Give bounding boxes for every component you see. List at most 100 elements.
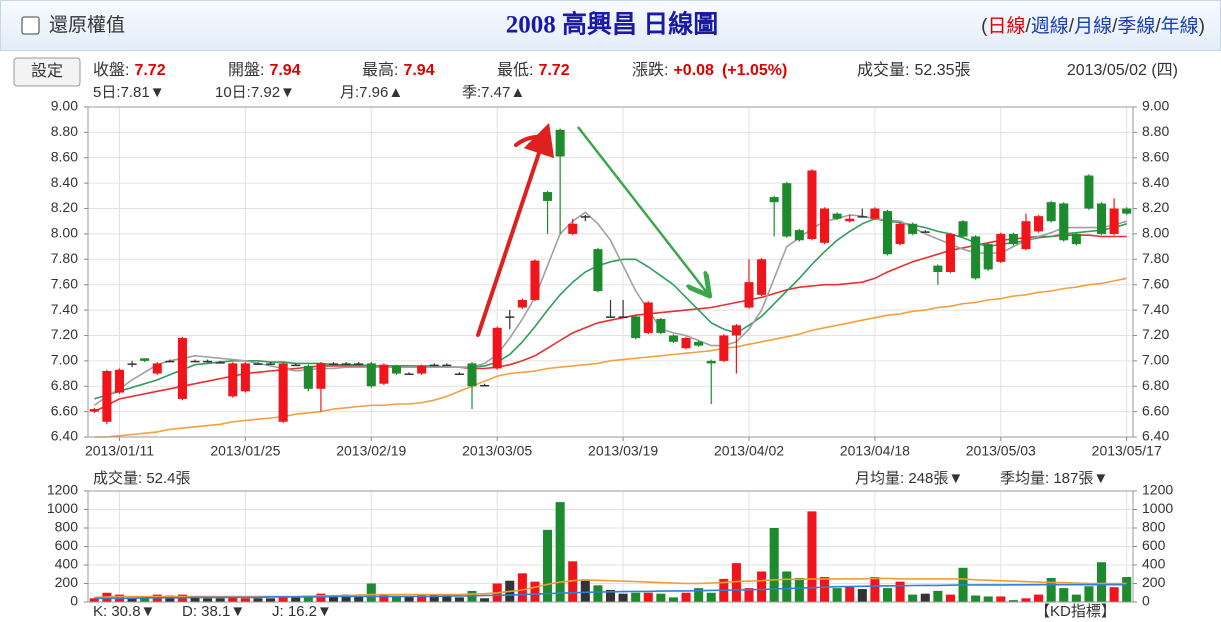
y-tick-label: 6.80 [51, 377, 78, 393]
plot-frame [87, 490, 1134, 603]
ma-line [94, 277, 1127, 438]
volume-bar [517, 573, 527, 602]
candle-body [681, 338, 691, 349]
info-value: 7.72 [134, 62, 165, 79]
candle-body [832, 213, 842, 219]
settings-button[interactable] [13, 57, 81, 87]
volume-bar [820, 577, 830, 602]
kd-indicator[interactable]: 【KD指標】 [1035, 603, 1116, 620]
volume-bar [140, 597, 150, 602]
volume-bar [656, 593, 666, 602]
volume-bar [127, 597, 137, 602]
volume-bar [1046, 577, 1056, 602]
candle-body [379, 364, 389, 384]
volume-bar [391, 596, 401, 602]
y2-tick-label: 6.60 [1142, 402, 1169, 418]
y2-tick-label: 1000 [1142, 500, 1173, 516]
paren: ) [1199, 16, 1205, 37]
candle-body [165, 360, 175, 363]
info-label: 最低: [497, 61, 533, 79]
candle-body [543, 192, 553, 201]
candle-body [517, 299, 527, 308]
y2-tick-label: 9.00 [1142, 98, 1169, 114]
candle-body [1122, 208, 1132, 214]
y2-tick-label: 600 [1142, 537, 1166, 553]
x-tick-label: 2013/05/03 [966, 443, 1036, 459]
volume-bar [454, 597, 464, 602]
y2-tick-label: 7.60 [1142, 275, 1169, 291]
candle-body [807, 170, 817, 239]
candle-body [442, 364, 452, 367]
kd-row: K: 30.8▼ D: 38.1▼ J: 16.2▼ [93, 603, 332, 620]
settings-button-label[interactable]: 設定 [31, 62, 63, 80]
y2-tick-label: 800 [1142, 519, 1166, 535]
candle-body [190, 360, 200, 363]
candle-body [694, 341, 704, 346]
up-arrow-head [514, 134, 550, 147]
volume-bar [782, 571, 792, 602]
volume-bar [316, 593, 326, 602]
volume-bar [240, 598, 250, 602]
candle-body [1034, 216, 1044, 232]
volume-bar [832, 588, 842, 602]
separator: / [1155, 16, 1161, 37]
volume-bar [480, 598, 490, 602]
candle-body [895, 223, 905, 245]
info-item: 最高: 7.94 [362, 61, 435, 79]
candle-body [480, 384, 490, 387]
volume-bar [908, 594, 918, 602]
y-tick-label: 7.20 [51, 326, 78, 342]
checkbox-label[interactable]: 還原權值 [49, 14, 125, 36]
kd-value: K: 30.8▼ [93, 603, 155, 620]
y2-tick-label: 8.40 [1142, 174, 1169, 190]
volume-bar [291, 597, 301, 602]
volume-bar [580, 580, 590, 602]
candle-body [228, 363, 238, 397]
info-label: 漲跌: [632, 61, 668, 79]
y2-tick-label: 8.00 [1142, 225, 1169, 241]
candle-body [933, 265, 943, 272]
y-tick-label: 9.00 [51, 98, 78, 114]
volume-bar [366, 583, 376, 602]
checkbox[interactable] [21, 16, 40, 35]
y2-tick-label: 400 [1142, 556, 1166, 572]
chart-title: 2008 高興昌 日線圖 [506, 10, 719, 39]
volume-title: 成交量: 52.4張 [93, 469, 191, 487]
volume-bar [341, 594, 351, 602]
down-arrow [577, 126, 708, 294]
period-link[interactable]: 週線 [1031, 15, 1069, 37]
separator: / [1069, 16, 1075, 37]
period-link[interactable]: 季線 [1117, 15, 1155, 37]
period-link[interactable]: 月線 [1074, 15, 1112, 37]
volume-bar [1096, 562, 1107, 602]
candle-body [593, 249, 603, 292]
candle-body [719, 335, 729, 361]
volume-bar [895, 581, 905, 602]
candle-body [618, 316, 628, 318]
volume-bar [945, 594, 955, 602]
volume-bar [1008, 600, 1018, 602]
candle-body [417, 365, 427, 374]
volume-bar [1122, 577, 1132, 602]
volume-annotations: 月均量: 248張▼ 季均量: 187張▼ [855, 470, 1108, 487]
candle-body [1096, 203, 1107, 234]
candle-body [782, 183, 792, 237]
y-tick-label: 0 [70, 593, 78, 609]
y2-tick-label: 200 [1142, 574, 1166, 590]
candle-body [820, 208, 830, 243]
volume-annotation: 季均量: 187張▼ [1000, 470, 1108, 487]
candle-body [391, 365, 401, 374]
volume-annotation: 月均量: 248張▼ [855, 470, 963, 487]
volume-bar [89, 598, 99, 602]
period-link[interactable]: 日線 [987, 15, 1025, 37]
ma-line [94, 583, 1127, 600]
candle-body [530, 260, 540, 300]
candle-body [303, 365, 313, 389]
volume-bar [807, 511, 817, 602]
candle-body [215, 362, 225, 364]
period-link[interactable]: 年線 [1161, 15, 1199, 37]
candle-body [1059, 203, 1069, 241]
candle-body [996, 233, 1006, 262]
x-tick-label: 2013/01/11 [85, 443, 154, 459]
info-label: 開盤: [228, 61, 264, 79]
